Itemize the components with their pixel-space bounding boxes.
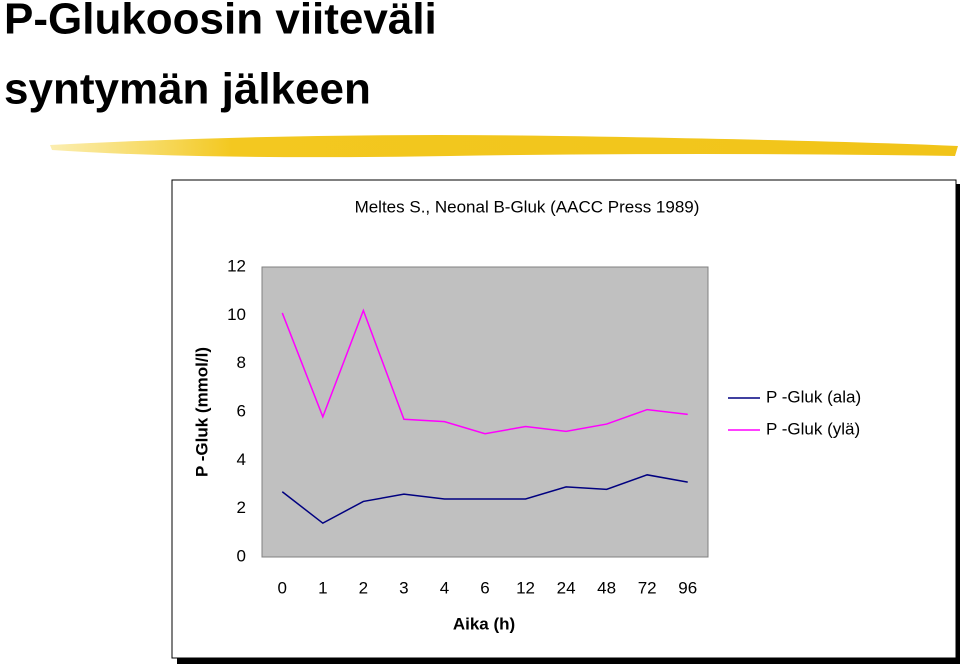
x-tick-label: 48 xyxy=(597,578,616,597)
y-tick-label: 4 xyxy=(237,450,246,469)
x-tick-label: 2 xyxy=(359,578,368,597)
y-tick-label: 10 xyxy=(227,305,246,324)
series-line xyxy=(281,474,688,525)
x-tick-label: 0 xyxy=(278,578,287,597)
y-tick-label: 12 xyxy=(227,256,246,275)
series-line xyxy=(281,308,688,435)
plot-area xyxy=(261,266,709,558)
x-tick-label: 96 xyxy=(678,578,697,597)
y-tick-label: 8 xyxy=(237,353,246,372)
x-tick-label: 72 xyxy=(638,578,657,597)
decorative-brush xyxy=(50,135,958,158)
slide-title: syntymän jälkeen xyxy=(4,65,371,114)
x-tick-label: 24 xyxy=(557,578,576,597)
y-tick-label: 6 xyxy=(237,401,246,420)
legend-label: P -Gluk (ala) xyxy=(766,387,861,406)
legend-label: P -Gluk (ylä) xyxy=(766,419,860,438)
x-tick-label: 4 xyxy=(440,578,449,597)
x-tick-label: 1 xyxy=(318,578,327,597)
x-tick-label: 12 xyxy=(516,578,535,597)
y-tick-label: 2 xyxy=(237,498,246,517)
y-tick-label: 0 xyxy=(237,546,246,565)
slide-title: P-Glukoosin viiteväli xyxy=(4,0,437,44)
x-tick-label: 3 xyxy=(399,578,408,597)
x-axis-label: Aika (h) xyxy=(453,614,515,633)
y-axis-label: P -Gluk (mmol/l) xyxy=(192,347,211,477)
chart-title: Meltes S., Neonal B-Gluk (AACC Press 198… xyxy=(355,197,700,216)
x-tick-label: 6 xyxy=(480,578,489,597)
